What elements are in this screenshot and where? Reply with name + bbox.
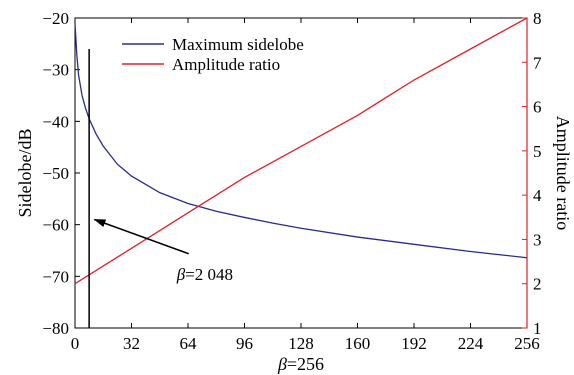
x-axis-label-value: =256 [287, 354, 324, 374]
x-axis-label-symbol: β [277, 354, 287, 374]
annotation-label-value: =2 048 [185, 265, 233, 284]
tick-labels: 0 32 64 96 128 160 192 224 256−20−30−40−50−60−70… [42, 9, 542, 353]
annotation: β=2 048 [93, 218, 233, 284]
series-layer [74, 17, 528, 285]
x-tick-label: 160 [345, 334, 371, 353]
x-tick-label: 192 [401, 334, 427, 353]
y-right-tick-label: 5 [533, 142, 542, 161]
x-tick-label: 32 [123, 334, 140, 353]
y-right-tick-label: 4 [533, 186, 542, 205]
legend-label: Maximum sidelobe [172, 35, 304, 54]
x-tick-label: 224 [458, 334, 484, 353]
y-left-tick-label: −40 [42, 112, 69, 131]
annotation-label: β=2 048 [176, 265, 233, 284]
series-line-2 [74, 17, 528, 285]
y-right-tick-label: 8 [533, 9, 542, 28]
y-left-tick-label: −80 [42, 319, 69, 338]
y-axis-right-label: Amplitude ratio [553, 116, 573, 230]
y-left-tick-label: −60 [42, 216, 69, 235]
x-tick-label: 64 [180, 334, 198, 353]
x-tick-label: 128 [288, 334, 314, 353]
x-tick-label: 0 [71, 334, 80, 353]
y-right-tick-label: 6 [533, 98, 542, 117]
y-left-tick-label: −50 [42, 164, 69, 183]
x-tick-label: 256 [514, 334, 540, 353]
y-axis-left-label: Sidelobe/dB [15, 129, 35, 218]
x-tick-label: 96 [236, 334, 253, 353]
y-right-tick-label: 1 [533, 319, 542, 338]
x-axis-label: β=256 [277, 354, 324, 374]
y-left-tick-label: −20 [42, 9, 69, 28]
annotation-arrow [93, 218, 189, 255]
y-left-tick-label: −70 [42, 267, 69, 286]
y-right-tick-label: 3 [533, 230, 542, 249]
y-right-tick-label: 2 [533, 275, 542, 294]
y-left-tick-label: −30 [42, 61, 69, 80]
series-line-1 [74, 23, 528, 259]
legend-label: Amplitude ratio [172, 55, 280, 74]
y-right-tick-label: 7 [533, 53, 542, 72]
tick-marks [74, 17, 528, 329]
annotation-label-symbol: β [176, 265, 186, 284]
plot-area [74, 17, 528, 329]
